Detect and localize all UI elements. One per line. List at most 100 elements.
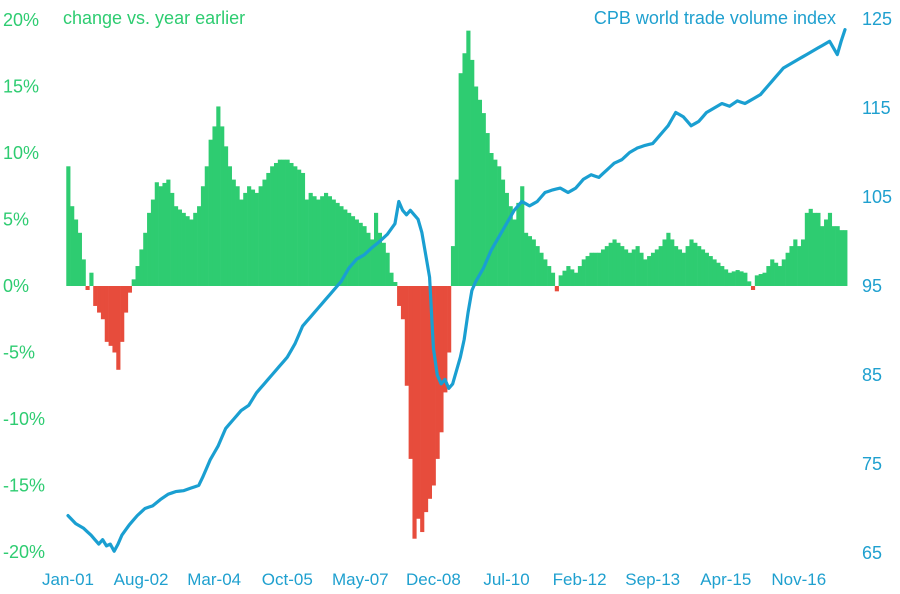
change-bar <box>154 182 159 286</box>
change-bar <box>412 286 417 539</box>
right-axis-title: CPB world trade volume index <box>594 8 836 28</box>
change-bar <box>635 246 640 286</box>
change-bar <box>158 186 163 286</box>
change-bar <box>731 271 736 286</box>
change-bar <box>343 209 348 286</box>
change-bar <box>647 256 652 286</box>
x-tick-label: May-07 <box>332 570 389 589</box>
change-bar <box>712 259 717 286</box>
change-bar <box>604 246 609 286</box>
change-bar <box>581 259 586 286</box>
change-bar <box>404 286 409 386</box>
change-bar <box>539 252 544 286</box>
change-bar <box>323 192 329 286</box>
change-bar <box>85 286 90 290</box>
left-tick-label: -20% <box>3 542 45 562</box>
change-bar <box>666 232 671 286</box>
change-bar <box>177 209 182 286</box>
change-bar <box>624 249 629 286</box>
change-bar <box>489 153 494 286</box>
change-bar <box>112 286 117 353</box>
change-bar <box>650 252 656 286</box>
x-tick-label: Jan-01 <box>42 570 94 589</box>
change-bar <box>397 286 402 306</box>
change-bar <box>774 262 779 286</box>
change-bar <box>439 286 444 433</box>
change-bar <box>608 242 613 286</box>
change-bar <box>393 282 398 286</box>
change-bar <box>781 259 786 286</box>
change-bar <box>754 275 759 286</box>
change-bar <box>200 186 206 286</box>
change-bar <box>789 246 794 286</box>
change-bar <box>316 199 321 286</box>
change-bar <box>716 262 721 286</box>
change-bar <box>704 252 709 286</box>
change-bar <box>289 162 294 286</box>
change-bar <box>612 239 617 286</box>
change-bar <box>808 208 813 286</box>
change-bar <box>424 286 429 513</box>
change-bar <box>93 286 98 306</box>
change-bar <box>674 246 679 286</box>
change-bar <box>758 274 763 286</box>
change-bar <box>843 230 848 286</box>
change-bar <box>654 249 659 286</box>
change-bar <box>304 199 309 286</box>
change-bar <box>189 219 194 286</box>
change-bar <box>389 272 394 286</box>
change-bar <box>827 212 833 286</box>
change-bar <box>735 270 740 286</box>
change-bar <box>297 169 302 287</box>
change-bar <box>527 236 533 287</box>
change-bar <box>73 219 79 286</box>
change-bar <box>66 166 71 286</box>
change-bar <box>585 256 590 286</box>
x-tick-label: Mar-04 <box>187 570 241 589</box>
change-bar <box>131 279 136 286</box>
change-bar <box>400 286 406 320</box>
change-bar <box>197 206 202 286</box>
change-bar <box>420 286 425 533</box>
left-tick-label: -10% <box>3 409 45 429</box>
change-bar <box>208 139 213 286</box>
change-bar <box>431 286 436 486</box>
change-bar <box>227 166 232 286</box>
right-tick-label: 105 <box>862 187 892 207</box>
x-tick-label: Apr-15 <box>700 570 751 589</box>
change-bar <box>454 179 459 286</box>
change-bar <box>381 242 386 286</box>
x-tick-label: Aug-02 <box>114 570 169 589</box>
change-bar <box>147 212 152 286</box>
change-bar <box>374 212 379 286</box>
change-bar <box>743 272 748 286</box>
change-bar <box>120 286 125 342</box>
right-axis-ticks: 125 115 105 95 85 75 65 <box>862 9 892 563</box>
change-bar <box>831 226 836 286</box>
change-bar <box>508 206 513 286</box>
change-bar <box>739 271 744 286</box>
change-bar <box>150 199 156 286</box>
change-bar <box>562 270 567 286</box>
change-bar <box>366 232 371 286</box>
change-bar <box>204 166 209 286</box>
change-bar <box>800 239 806 286</box>
change-bar <box>812 212 817 286</box>
change-bar <box>281 159 286 286</box>
change-bar <box>223 146 229 286</box>
change-bar <box>839 230 844 286</box>
change-bar <box>785 252 790 286</box>
change-bar <box>762 272 767 286</box>
change-bar <box>543 259 548 286</box>
left-axis-ticks: 20% 15% 10% 5% 0% -5% -10% -15% -20% <box>3 10 45 562</box>
change-bar <box>835 226 840 286</box>
change-bar <box>285 159 290 286</box>
change-bar <box>250 189 256 286</box>
change-bar <box>793 239 798 286</box>
change-bar <box>108 286 113 346</box>
change-bar <box>547 266 552 286</box>
change-bar <box>477 99 483 286</box>
change-bar <box>574 272 579 286</box>
right-tick-label: 125 <box>862 9 892 29</box>
change-bar <box>443 286 448 393</box>
